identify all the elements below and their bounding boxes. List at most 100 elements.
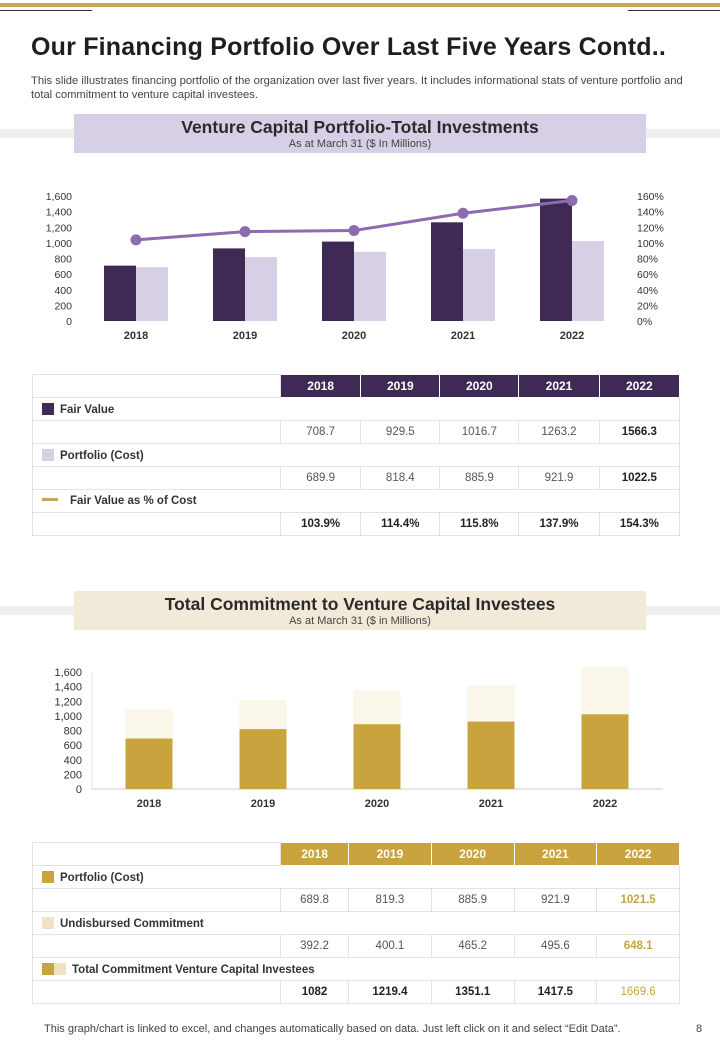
bar-portfolio-cost [354, 251, 386, 321]
y-tick-label: 800 [54, 254, 72, 266]
table-row: 103.9% 114.4% 115.8% 137.9% 154.3% [32, 512, 681, 536]
bar-fair-value [322, 241, 354, 321]
bar-portfolio-cost [463, 248, 495, 321]
year-header: 2020 [430, 842, 515, 866]
chart-venture-capital-portfolio[interactable]: 0 200 400 600 800 1,000 1,200 1,400 1,600 0% 20% 40… [0, 180, 720, 350]
year-header: 2021 [518, 374, 600, 398]
table-label-row: Undisbursed Commitment [32, 911, 680, 935]
table-cell: 137.9% [518, 512, 600, 536]
y-tick-label: 200 [64, 769, 82, 781]
y2-tick-label: 140% [637, 207, 664, 219]
y2-tick-label: 40% [637, 285, 658, 297]
top-accent-bar [0, 3, 720, 7]
table-row: 689.9 818.4 885.9 921.9 1022.5 [32, 466, 681, 490]
table-cell: 921.9 [513, 888, 598, 912]
x-tick-label: 2021 [451, 330, 475, 342]
bar-fair-value [540, 198, 572, 321]
table-cell: 689.8 [279, 888, 350, 912]
x-tick-label: 2018 [137, 798, 161, 810]
table-cell: 154.3% [598, 512, 681, 536]
table-cell: 392.2 [279, 934, 350, 958]
table-cell: 1022.5 [598, 466, 681, 490]
legend-swatch-fair-value [42, 402, 54, 415]
table-label-row: Portfolio (Cost) [32, 865, 680, 889]
year-header: 2020 [439, 374, 520, 398]
bar-portfolio-cost [467, 721, 515, 789]
legend-swatch-portfolio-cost [42, 870, 54, 883]
table-cell: 1219.4 [348, 980, 432, 1004]
legend-swatch-undisbursed [42, 916, 54, 929]
top-accent-line-right [628, 10, 720, 11]
table-label-row: Total Commitment Venture Capital Investe… [32, 957, 680, 981]
footer-note: This graph/chart is linked to excel, and… [44, 1023, 621, 1035]
y-tick-label: 1,200 [54, 696, 82, 708]
line-point-fair-value-pct [566, 194, 578, 206]
page-title: Our Financing Portfolio Over Last Five Y… [31, 33, 667, 61]
row-label: Portfolio (Cost) [60, 871, 144, 884]
section1-subtitle: As at March 31 ($ In Millions) [288, 138, 432, 150]
table-cell: 818.4 [360, 466, 441, 490]
x-tick-label: 2020 [365, 798, 389, 810]
bar-undisbursed-commitment [467, 685, 515, 722]
x-tick-label: 2019 [251, 798, 275, 810]
y2-tick-label: 20% [637, 300, 658, 312]
table-row: 1082 1219.4 1351.1 1417.5 1669.6 [32, 980, 680, 1004]
y-tick-label: 1,600 [46, 191, 72, 203]
table-cell: 819.3 [348, 888, 432, 912]
bar-undisbursed-commitment [353, 690, 401, 725]
section2-table: 2018 2019 2020 2021 2022 Portfolio (Cost… [32, 842, 680, 1004]
y-tick-label: 0 [66, 316, 72, 328]
line-point-fair-value-pct [457, 207, 469, 219]
table-cell: 1263.2 [518, 420, 600, 444]
y-tick-label: 400 [64, 755, 82, 767]
y-tick-label: 1,600 [54, 667, 82, 679]
table-cell: 114.4% [360, 512, 441, 536]
section1-header: Venture Capital Portfolio-Total Investme… [74, 114, 646, 153]
table-cell: 115.8% [439, 512, 520, 536]
y2-tick-label: 100% [637, 238, 664, 250]
bar-portfolio-cost [125, 738, 173, 789]
y2-tick-label: 80% [637, 254, 658, 266]
chart-total-commitment[interactable]: 0 200 400 600 800 1,000 1,200 1,400 1,600 2018 201… [0, 660, 720, 820]
bar-undisbursed-commitment [239, 699, 287, 730]
legend-swatch-total-gold [42, 962, 54, 975]
table-cell: 1021.5 [596, 888, 680, 912]
section1-title: Venture Capital Portfolio-Total Investme… [181, 117, 539, 137]
y-tick-label: 1,400 [46, 207, 72, 219]
y2-tick-label: 120% [637, 222, 664, 234]
x-tick-label: 2020 [342, 330, 366, 342]
y-tick-label: 800 [64, 726, 82, 738]
y-tick-label: 600 [64, 740, 82, 752]
table-header-row: 2018 2019 2020 2021 2022 [32, 374, 681, 398]
table-cell: 1351.1 [430, 980, 515, 1004]
row-label: Portfolio (Cost) [60, 449, 144, 462]
y-tick-label: 1,000 [54, 711, 82, 723]
y-tick-label: 0 [76, 784, 82, 796]
line-point-fair-value-pct [239, 226, 251, 238]
section1-table: 2018 2019 2020 2021 2022 Fair Value 708.… [32, 374, 681, 536]
table-label-row: Fair Value as % of Cost [32, 489, 680, 513]
bar-fair-value [431, 222, 463, 321]
section2-header: Total Commitment to Venture Capital Inve… [74, 591, 646, 630]
bar-portfolio-cost [136, 267, 168, 321]
table-cell: 1417.5 [513, 980, 598, 1004]
year-header: 2019 [348, 842, 432, 866]
row-label: Total Commitment Venture Capital Investe… [72, 963, 315, 976]
y-tick-label: 1,000 [46, 238, 72, 250]
bar-portfolio-cost [353, 724, 401, 789]
table-cell: 103.9% [279, 512, 362, 536]
bar-undisbursed-commitment [125, 709, 173, 739]
table-cell: 648.1 [596, 934, 680, 958]
section2-title: Total Commitment to Venture Capital Inve… [164, 594, 556, 614]
x-tick-label: 2021 [479, 798, 503, 810]
bar-portfolio-cost [239, 729, 287, 789]
table-row: 392.2 400.1 465.2 495.6 648.1 [32, 934, 680, 958]
year-header: 2019 [360, 374, 441, 398]
y2-tick-label: 0% [637, 316, 652, 328]
table-cell: 929.5 [360, 420, 441, 444]
row-label: Undisbursed Commitment [60, 917, 204, 930]
bar-fair-value [104, 265, 136, 321]
table-cell: 1016.7 [439, 420, 520, 444]
x-tick-label: 2018 [124, 330, 148, 342]
table-cell: 885.9 [430, 888, 515, 912]
